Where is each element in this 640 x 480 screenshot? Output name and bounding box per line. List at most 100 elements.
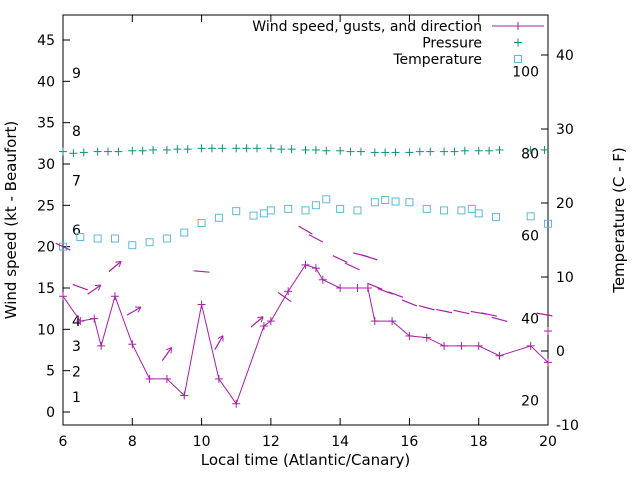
temperature-marker (440, 206, 449, 215)
temperature-marker (370, 198, 379, 207)
gust-barb-line (453, 309, 470, 315)
gust-direction-barb (491, 316, 508, 323)
gust-direction-barb (361, 254, 378, 261)
right-axis-tick-label: 40 (556, 48, 574, 64)
temperature-marker (353, 206, 362, 215)
legend-label: Pressure (422, 36, 482, 52)
beaufort-scale-label: 2 (72, 364, 81, 380)
gust-barb-line (536, 312, 553, 317)
gust-direction-barb (298, 225, 313, 235)
legend-label: Wind speed, gusts, and direction (252, 19, 482, 35)
fahrenheit-scale-label: 60 (521, 229, 539, 245)
gust-barb-line (367, 282, 383, 290)
temperature-marker (492, 213, 501, 222)
temperature-marker (128, 241, 137, 250)
gust-barb-line (108, 260, 122, 273)
wind-speed-series (59, 260, 552, 408)
gust-direction-barb (108, 260, 122, 273)
gust-direction-barb (87, 284, 102, 295)
gust-barb-line (298, 225, 313, 235)
temperature-marker (110, 234, 119, 243)
left-axis-tick-label: 5 (46, 364, 55, 380)
y-axis-title: Wind speed (kt - Beaufort) (2, 121, 20, 320)
temperature-series (59, 195, 552, 251)
beaufort-scale-label: 6 (72, 223, 81, 239)
temperature-marker (162, 234, 171, 243)
temperature-marker (526, 212, 535, 221)
plot-border (62, 14, 549, 426)
gust-barb-arrowhead (94, 284, 102, 291)
temperature-marker (180, 228, 189, 237)
gust-direction-barb (481, 312, 498, 317)
gust-barb-line (436, 308, 453, 314)
temperature-marker (259, 209, 268, 218)
beaufort-scale-label: 7 (72, 174, 81, 190)
temperature-marker (301, 206, 310, 215)
gust-barb-line (361, 254, 378, 261)
x-axis-tick-label: 6 (59, 434, 68, 450)
gust-direction-barb (277, 292, 292, 303)
gust-barb-line (401, 299, 418, 307)
gust-barb-line (344, 262, 360, 271)
legend-label: Temperature (392, 52, 482, 68)
gust-direction-barb (453, 309, 470, 315)
left-axis-tick-label: 35 (37, 116, 55, 132)
temperature-marker (232, 207, 241, 216)
beaufort-scale-label: 4 (72, 314, 81, 330)
left-axis-tick-label: 0 (46, 405, 55, 421)
temperature-marker (145, 238, 154, 247)
gust-direction-barb (214, 335, 224, 350)
temperature-marker (457, 206, 466, 215)
x-axis-tick-label: 12 (262, 434, 280, 450)
gust-direction-barb (193, 270, 210, 273)
gust-direction-barb (55, 242, 71, 251)
gust-barb-line (193, 270, 210, 273)
gust-direction-barb (387, 291, 404, 298)
temperature-marker (336, 204, 345, 213)
temperature-marker (422, 204, 431, 213)
left-axis-tick-label: 25 (37, 198, 55, 214)
gust-direction-barb (401, 299, 418, 307)
gust-barb-arrowhead (135, 306, 142, 313)
left-axis-tick-label: 10 (37, 322, 55, 338)
pressure-series (59, 144, 549, 158)
gust-direction-barb (72, 283, 89, 291)
temperature-marker (322, 195, 331, 204)
gust-direction-barb (126, 306, 142, 316)
x-axis-tick-label: 18 (470, 434, 488, 450)
temperature-marker (381, 196, 390, 205)
fahrenheit-scale-label: 80 (521, 146, 539, 162)
gust-barb-line (55, 242, 71, 251)
beaufort-scale-label: 1 (72, 390, 81, 406)
gust-barb-arrowhead (217, 335, 224, 342)
temperature-marker (249, 211, 258, 220)
beaufort-scale-label: 3 (72, 339, 81, 355)
left-axis-tick-label: 20 (37, 240, 55, 256)
gust-barb-line (332, 255, 348, 264)
gust-barb-line (214, 335, 224, 350)
left-axis-tick-label: 30 (37, 157, 55, 173)
temperature-marker (59, 242, 67, 251)
gust-direction-barb (436, 308, 453, 314)
gust-barb-arrowhead (165, 347, 172, 354)
gust-direction-barb (161, 347, 172, 361)
left-axis-tick-label: 15 (37, 281, 55, 297)
right-axis-tick-label: 30 (556, 122, 574, 138)
gust-barb-line (277, 292, 292, 303)
temperature-marker (197, 218, 206, 227)
gust-direction-barb (367, 282, 383, 290)
x-axis-tick-label: 20 (539, 434, 557, 450)
gust-barb-line (87, 284, 102, 295)
right-axis-tick-label: 0 (556, 344, 565, 360)
y2-axis-title: Temperature (C - F) (610, 147, 628, 294)
temperature-marker (76, 233, 85, 242)
fahrenheit-scale-label: 40 (521, 311, 539, 327)
x-axis-title: Local time (Atlantic/Canary) (201, 451, 411, 469)
temperature-marker (474, 209, 483, 218)
gust-direction-barb (308, 234, 324, 243)
x-axis-tick-label: 16 (401, 434, 419, 450)
gust-barb-line (161, 347, 172, 361)
temperature-marker (93, 234, 102, 243)
right-axis-tick-label: 10 (556, 270, 574, 286)
